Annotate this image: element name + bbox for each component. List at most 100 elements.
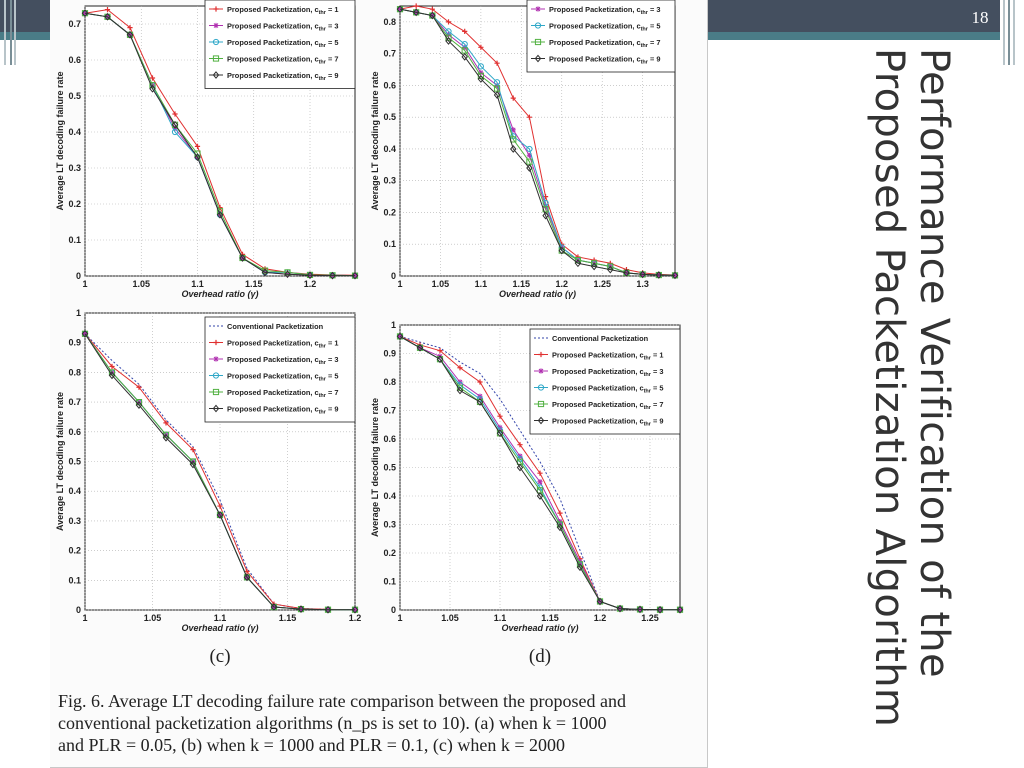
y-tick-label: 0.7 xyxy=(68,19,81,29)
x-axis-label: Overhead ratio (γ) xyxy=(181,289,258,299)
header-left-dark-band xyxy=(0,0,50,32)
y-tick-label: 1 xyxy=(391,320,396,330)
y-tick-label: 0.6 xyxy=(68,427,81,437)
y-tick-label: 0.9 xyxy=(383,349,396,359)
x-tick-label: 1.15 xyxy=(279,613,297,623)
y-tick-label: 0.4 xyxy=(383,491,396,501)
header-teal-band xyxy=(706,32,1000,40)
x-tick-label: 1.25 xyxy=(641,613,659,623)
y-tick-label: 0.7 xyxy=(68,397,81,407)
y-tick-label: 0.7 xyxy=(383,49,396,59)
y-tick-label: 0.3 xyxy=(68,516,81,526)
slide-number: 18 xyxy=(960,8,1000,28)
x-tick-label: 1 xyxy=(82,279,87,289)
x-tick-label: 1.2 xyxy=(349,613,362,623)
decor-line xyxy=(10,0,12,65)
x-tick-label: 1 xyxy=(397,613,402,623)
star-marker xyxy=(213,356,218,361)
y-tick-label: 0.1 xyxy=(383,239,396,249)
y-tick-label: 0.4 xyxy=(68,486,81,496)
y-tick-label: 0.1 xyxy=(68,235,81,245)
y-tick-label: 0.6 xyxy=(383,434,396,444)
x-tick-label: 1.25 xyxy=(593,279,611,289)
figure-panel: 0 0.1 0.2 0.3 0.4 0.5 0.6 0.7 1 1.05 1.1 1.15 1.2 Ove… xyxy=(50,0,708,768)
y-tick-label: 0.5 xyxy=(383,463,396,473)
y-tick-label: 0.3 xyxy=(383,176,396,186)
y-tick-label: 0.8 xyxy=(383,17,396,27)
x-tick-label: 1.05 xyxy=(132,279,150,289)
header-left-teal-band xyxy=(0,32,50,40)
y-axis-label: Average LT decoding failure rate xyxy=(55,392,65,531)
subfigure-label: (c) xyxy=(209,646,230,667)
star-marker xyxy=(537,479,542,484)
y-tick-label: 0.5 xyxy=(68,91,81,101)
y-tick-label: 0.3 xyxy=(68,163,81,173)
x-tick-label: 1.05 xyxy=(144,613,162,623)
y-tick-label: 0.9 xyxy=(68,338,81,348)
y-tick-label: 0.5 xyxy=(68,457,81,467)
x-axis-label: Overhead ratio (γ) xyxy=(499,289,576,299)
y-tick-label: 0.1 xyxy=(383,577,396,587)
legend: Proposed Packetization, cthr = 3Proposed… xyxy=(527,0,675,72)
caption-line: Fig. 6. Average LT decoding failure rate… xyxy=(58,690,690,712)
y-tick-label: 0.2 xyxy=(68,546,81,556)
y-tick-label: 1 xyxy=(76,308,81,318)
x-tick-label: 1.1 xyxy=(475,279,488,289)
decor-line xyxy=(14,0,16,65)
y-tick-label: 0.4 xyxy=(383,144,396,154)
legend: Conventional PacketizationProposed Packe… xyxy=(205,317,355,422)
decor-line xyxy=(1003,0,1005,65)
x-tick-label: 1.05 xyxy=(432,279,450,289)
x-tick-label: 1.2 xyxy=(594,613,607,623)
chart-c: 0 0.1 0.2 0.3 0.4 0.5 0.6 0.7 0.8 0.9 1 1 1.05 1.1 1.1… xyxy=(55,308,361,667)
decor-line xyxy=(1013,0,1015,65)
y-tick-label: 0.7 xyxy=(383,406,396,416)
decor-line xyxy=(1008,0,1010,65)
star-marker xyxy=(538,368,543,373)
y-tick-label: 0.2 xyxy=(383,548,396,558)
x-tick-label: 1.1 xyxy=(191,279,204,289)
y-tick-label: 0.8 xyxy=(68,367,81,377)
x-tick-label: 1 xyxy=(82,613,87,623)
x-axis-label: Overhead ratio (γ) xyxy=(181,623,258,633)
x-tick-label: 1.15 xyxy=(541,613,559,623)
legend: Proposed Packetization, cthr = 1Proposed… xyxy=(205,0,355,89)
x-tick-label: 1.1 xyxy=(494,613,507,623)
x-tick-label: 1.15 xyxy=(245,279,263,289)
x-tick-label: 1.2 xyxy=(304,279,317,289)
x-tick-label: 1.15 xyxy=(513,279,531,289)
y-tick-label: 0.2 xyxy=(383,207,396,217)
y-tick-label: 0.1 xyxy=(68,575,81,585)
caption-line: conventional packetization algorithms (n… xyxy=(58,712,690,734)
subfigure-label: (d) xyxy=(529,646,551,667)
y-axis-label: Average LT decoding failure rate xyxy=(370,71,380,210)
slide-title: Performance Verification of the Proposed… xyxy=(846,40,956,760)
decor-line xyxy=(4,0,6,65)
star-marker xyxy=(213,23,218,28)
figure-plots: 0 0.1 0.2 0.3 0.4 0.5 0.6 0.7 1 1.05 1.1 1.15 1.2 Ove… xyxy=(50,0,708,690)
y-tick-label: 0 xyxy=(76,605,81,615)
legend-label: Conventional Packetization xyxy=(552,334,649,343)
star-marker xyxy=(535,6,540,11)
chart-d: 00.10.20.30.40.50.60.70.80.9111.051.11.1… xyxy=(370,320,683,667)
chart-b: 0 0.1 0.2 0.3 0.4 0.5 0.6 0.7 0.8 1 1.05 1.1 1.15 1.2… xyxy=(370,0,678,299)
x-tick-label: 1.1 xyxy=(214,613,227,623)
y-tick-label: 0 xyxy=(391,271,396,281)
header-dark-band xyxy=(706,0,1000,32)
x-tick-label: 1 xyxy=(397,279,402,289)
x-axis-label: Overhead ratio (γ) xyxy=(501,623,578,633)
y-tick-label: 0.5 xyxy=(383,112,396,122)
x-tick-label: 1.3 xyxy=(636,279,649,289)
x-tick-label: 1.05 xyxy=(441,613,459,623)
y-tick-label: 0 xyxy=(76,271,81,281)
y-tick-label: 0.8 xyxy=(383,377,396,387)
y-tick-label: 0.3 xyxy=(383,520,396,530)
y-tick-label: 0.6 xyxy=(383,80,396,90)
legend: Conventional PacketizationProposed Packe… xyxy=(530,329,680,434)
figure-caption: Fig. 6. Average LT decoding failure rate… xyxy=(58,690,690,756)
legend-label: Conventional Packetization xyxy=(227,322,324,331)
y-tick-label: 0.6 xyxy=(68,55,81,65)
chart-a: 00.10.20.30.40.50.60.711.051.11.151.2Ove… xyxy=(55,0,358,299)
caption-line: and PLR = 0.05, (b) when k = 1000 and PL… xyxy=(58,734,690,756)
y-tick-label: 0.2 xyxy=(68,199,81,209)
